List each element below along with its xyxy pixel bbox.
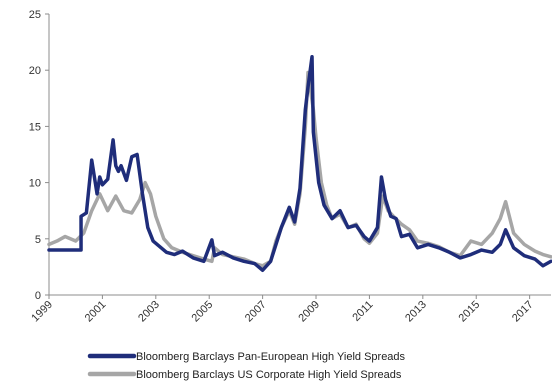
legend-label-1: Bloomberg Barclays US Corporate High Yie… [136,369,402,381]
y-tick-label: 10 [29,178,41,190]
x-tick-label: 2001 [83,299,109,325]
x-tick-label: 2005 [190,299,216,325]
y-tick-label: 5 [35,234,41,246]
series-line-0 [47,54,552,273]
x-axis: 1999 2001 2003 2005 2007 2009 2011 2013 2015 2017 [29,294,551,325]
x-tick-label: 2017 [510,299,536,325]
y-axis: 0 5 10 15 20 25 [29,9,50,302]
y-tick-label: 0 [35,290,41,302]
x-tick-label: 2009 [296,299,322,325]
legend: Bloomberg Barclays Pan-European High Yie… [87,351,406,381]
x-tick-label: 2013 [403,299,429,325]
x-tick-label: 2007 [243,299,269,325]
x-tick-label: 2011 [350,299,375,324]
x-tick-label: 1999 [29,299,55,325]
y-tick-label: 20 [29,65,41,77]
x-tick-label: 2015 [457,299,483,325]
x-tick-label: 2003 [136,299,162,325]
series-layer [47,54,552,273]
y-tick-label: 25 [29,9,41,21]
y-tick-label: 15 [29,121,41,133]
legend-label-0: Bloomberg Barclays Pan-European High Yie… [136,351,406,363]
